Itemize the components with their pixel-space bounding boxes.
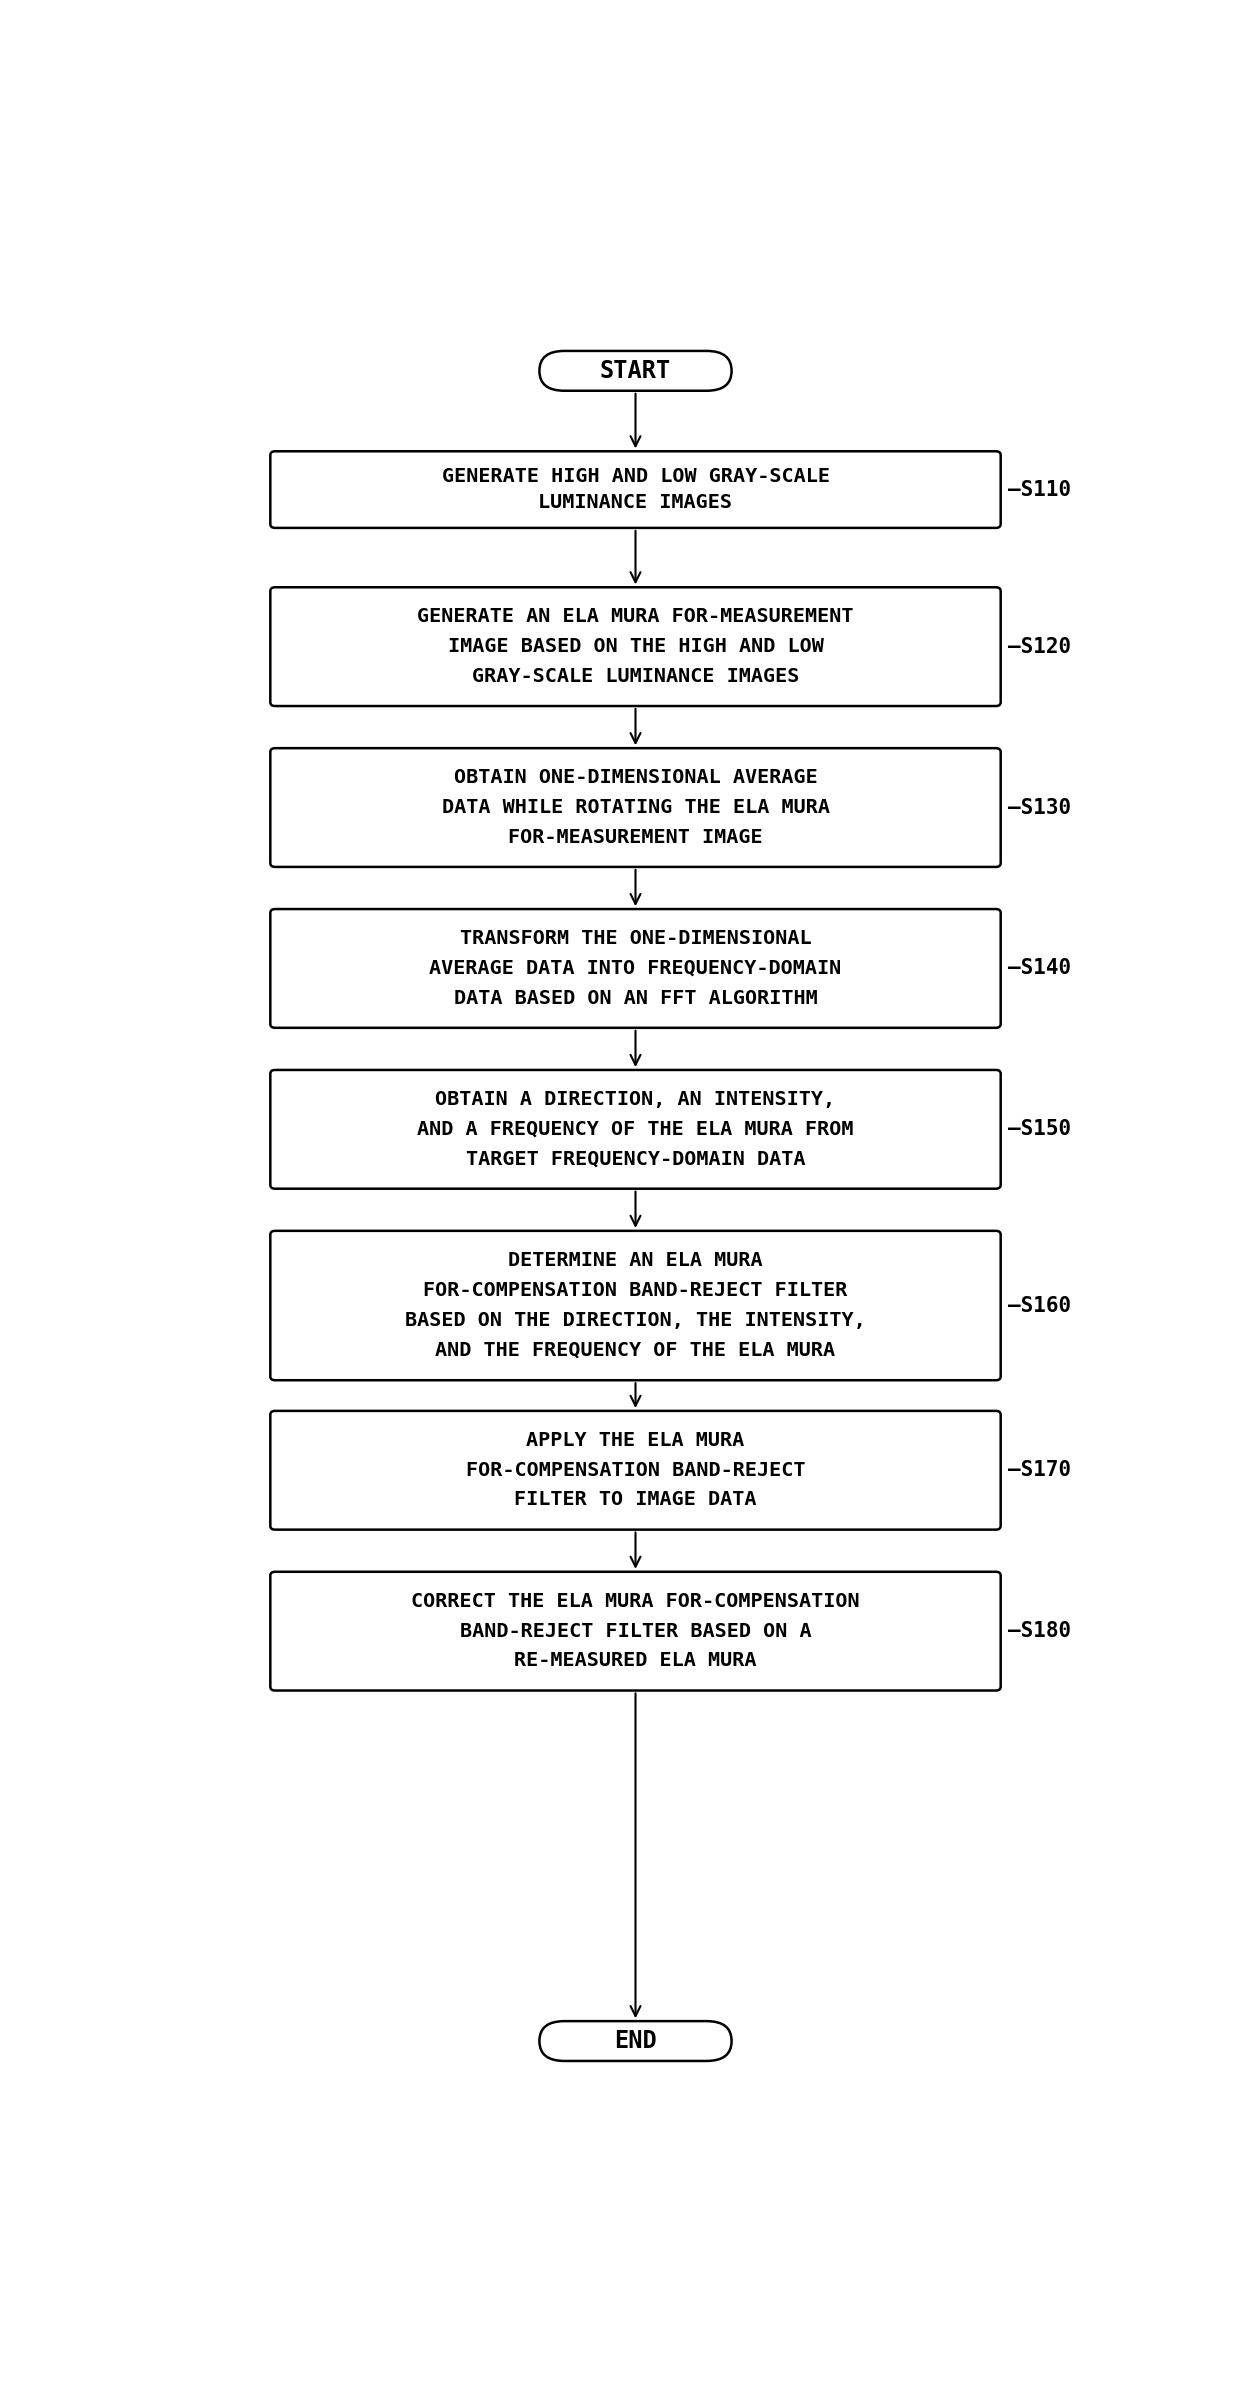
Text: AND A FREQUENCY OF THE ELA MURA FROM: AND A FREQUENCY OF THE ELA MURA FROM [417,1120,854,1139]
Text: TARGET FREQUENCY-DOMAIN DATA: TARGET FREQUENCY-DOMAIN DATA [466,1149,805,1168]
FancyBboxPatch shape [539,2020,732,2061]
FancyBboxPatch shape [270,1070,1001,1189]
Text: LUMINANCE IMAGES: LUMINANCE IMAGES [538,492,733,511]
Text: DATA WHILE ROTATING THE ELA MURA: DATA WHILE ROTATING THE ELA MURA [441,798,830,817]
FancyBboxPatch shape [270,1571,1001,1691]
Text: AVERAGE DATA INTO FREQUENCY-DOMAIN: AVERAGE DATA INTO FREQUENCY-DOMAIN [429,960,842,979]
Text: START: START [600,358,671,382]
FancyBboxPatch shape [270,1411,1001,1531]
Text: —S150: —S150 [1008,1120,1071,1139]
Text: —S110: —S110 [1008,480,1071,499]
FancyBboxPatch shape [539,351,732,392]
Text: GENERATE AN ELA MURA FOR-MEASUREMENT: GENERATE AN ELA MURA FOR-MEASUREMENT [417,607,854,626]
Text: FOR-COMPENSATION BAND-REJECT FILTER: FOR-COMPENSATION BAND-REJECT FILTER [423,1280,848,1299]
Text: DATA BASED ON AN FFT ALGORITHM: DATA BASED ON AN FFT ALGORITHM [454,989,817,1008]
Text: —S170: —S170 [1008,1459,1071,1481]
Text: RE-MEASURED ELA MURA: RE-MEASURED ELA MURA [515,1652,756,1669]
Text: OBTAIN A DIRECTION, AN INTENSITY,: OBTAIN A DIRECTION, AN INTENSITY, [435,1091,836,1108]
Text: IMAGE BASED ON THE HIGH AND LOW: IMAGE BASED ON THE HIGH AND LOW [448,638,823,657]
FancyBboxPatch shape [270,747,1001,867]
FancyBboxPatch shape [270,910,1001,1027]
Text: BAND-REJECT FILTER BASED ON A: BAND-REJECT FILTER BASED ON A [460,1621,811,1641]
Text: CORRECT THE ELA MURA FOR-COMPENSATION: CORRECT THE ELA MURA FOR-COMPENSATION [412,1593,859,1612]
FancyBboxPatch shape [270,587,1001,707]
Text: FILTER TO IMAGE DATA: FILTER TO IMAGE DATA [515,1490,756,1509]
Text: GENERATE HIGH AND LOW GRAY-SCALE: GENERATE HIGH AND LOW GRAY-SCALE [441,468,830,487]
Text: —S120: —S120 [1008,638,1071,657]
Text: DETERMINE AN ELA MURA: DETERMINE AN ELA MURA [508,1251,763,1270]
Text: —S140: —S140 [1008,958,1071,979]
Text: AND THE FREQUENCY OF THE ELA MURA: AND THE FREQUENCY OF THE ELA MURA [435,1340,836,1359]
Text: GRAY-SCALE LUMINANCE IMAGES: GRAY-SCALE LUMINANCE IMAGES [471,666,800,685]
Text: —S180: —S180 [1008,1621,1071,1641]
Text: APPLY THE ELA MURA: APPLY THE ELA MURA [526,1430,745,1450]
Text: FOR-COMPENSATION BAND-REJECT: FOR-COMPENSATION BAND-REJECT [466,1461,805,1481]
Text: —S130: —S130 [1008,798,1071,817]
Text: BASED ON THE DIRECTION, THE INTENSITY,: BASED ON THE DIRECTION, THE INTENSITY, [405,1311,866,1330]
Text: —S160: —S160 [1008,1297,1071,1316]
FancyBboxPatch shape [270,1230,1001,1380]
Text: OBTAIN ONE-DIMENSIONAL AVERAGE: OBTAIN ONE-DIMENSIONAL AVERAGE [454,769,817,788]
Text: END: END [614,2030,657,2054]
Text: FOR-MEASUREMENT IMAGE: FOR-MEASUREMENT IMAGE [508,829,763,848]
FancyBboxPatch shape [270,451,1001,528]
Text: TRANSFORM THE ONE-DIMENSIONAL: TRANSFORM THE ONE-DIMENSIONAL [460,929,811,948]
